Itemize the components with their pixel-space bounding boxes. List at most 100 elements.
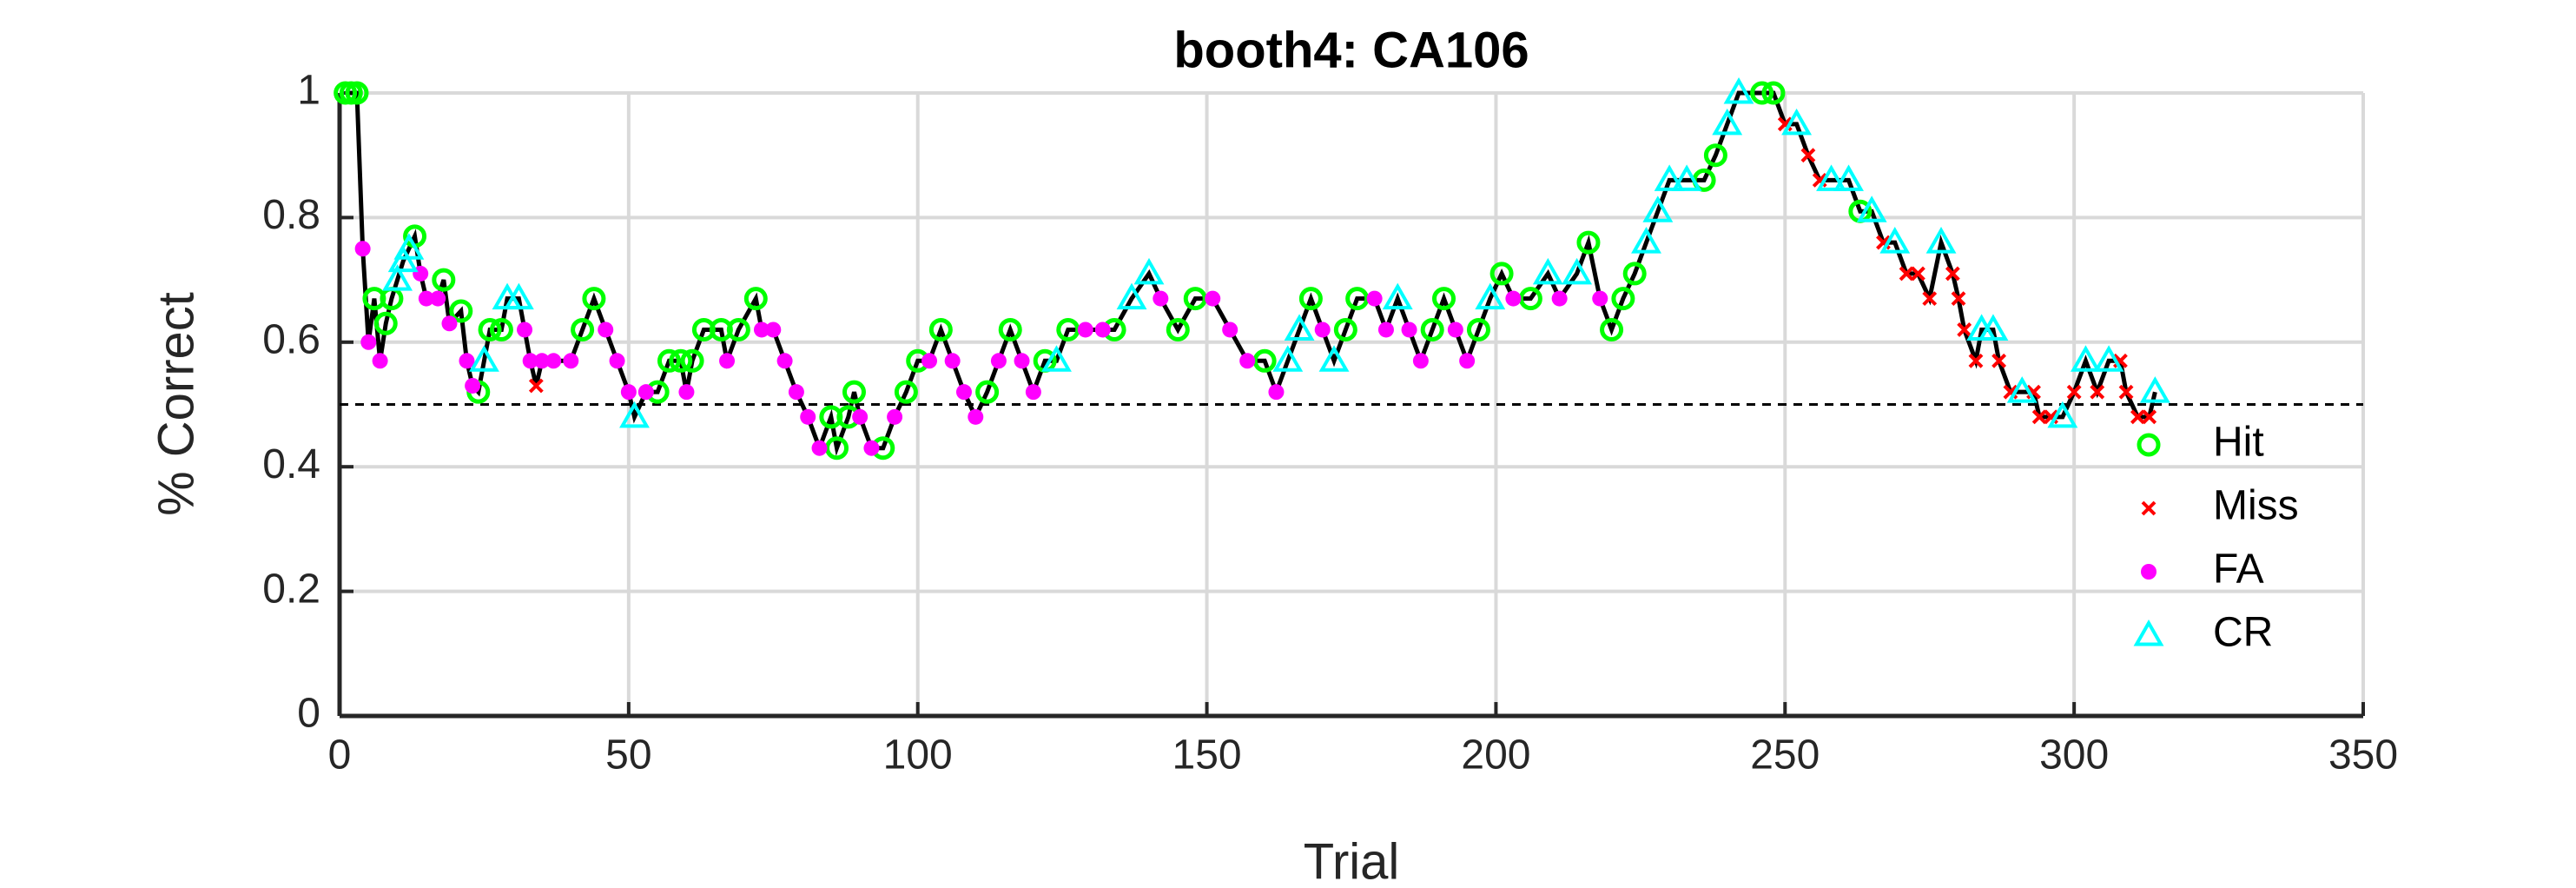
fa-marker bbox=[517, 321, 533, 338]
fa-marker bbox=[719, 353, 736, 369]
fa-marker bbox=[1377, 321, 1394, 338]
y-tick-label: 0.4 bbox=[262, 441, 320, 487]
hit-marker bbox=[1298, 287, 1323, 311]
hit-marker bbox=[345, 81, 369, 105]
fa-marker bbox=[968, 408, 984, 425]
miss-marker bbox=[2090, 384, 2105, 400]
x-tick-label: 50 bbox=[605, 732, 651, 779]
cr-marker bbox=[1272, 345, 1304, 372]
miss-marker bbox=[1991, 353, 2007, 368]
cr-marker bbox=[393, 233, 425, 260]
fa-marker bbox=[522, 353, 538, 369]
fa-marker bbox=[598, 321, 614, 338]
cr-marker bbox=[382, 264, 413, 291]
fa-marker bbox=[1153, 290, 1169, 307]
fa-marker bbox=[887, 408, 903, 425]
cr-marker bbox=[1781, 108, 1813, 136]
x-tick-label: 350 bbox=[2328, 732, 2398, 779]
cr-marker bbox=[468, 345, 499, 372]
hit-marker bbox=[657, 348, 681, 373]
fa-marker bbox=[1205, 290, 1221, 307]
miss-marker bbox=[2066, 384, 2082, 400]
cr-marker bbox=[1654, 164, 1685, 191]
hit-marker bbox=[928, 317, 953, 341]
miss-marker bbox=[2118, 384, 2134, 400]
miss-marker bbox=[1910, 266, 1925, 282]
cr-marker bbox=[2093, 345, 2124, 372]
hit-marker bbox=[1489, 262, 1514, 286]
chart-title: booth4: CA106 bbox=[1173, 22, 1529, 78]
y-tick-label: 1 bbox=[297, 68, 320, 114]
hit-marker bbox=[1576, 230, 1601, 255]
fa-marker bbox=[1505, 290, 1522, 307]
miss-marker bbox=[1951, 291, 1966, 307]
fa-marker bbox=[545, 353, 562, 369]
cr-marker bbox=[1631, 227, 1661, 254]
fa-marker bbox=[430, 290, 446, 307]
fa-marker bbox=[788, 384, 804, 401]
fa-marker bbox=[1314, 321, 1331, 338]
x-tick-label: 150 bbox=[1172, 732, 1242, 779]
fa-marker bbox=[1014, 353, 1030, 369]
hit-marker bbox=[1703, 143, 1727, 168]
cr-marker bbox=[1284, 314, 1315, 341]
cr-marker bbox=[2006, 376, 2038, 403]
miss-marker bbox=[2130, 409, 2145, 425]
hit-marker bbox=[373, 311, 398, 335]
fa-marker bbox=[811, 440, 828, 456]
fa-marker bbox=[776, 353, 793, 369]
fa-marker bbox=[354, 241, 371, 257]
hit-marker bbox=[489, 317, 513, 341]
hit-marker bbox=[571, 317, 595, 341]
cr-marker bbox=[1879, 227, 1911, 254]
x-tick-label: 100 bbox=[883, 732, 953, 779]
fa-marker bbox=[2141, 564, 2157, 580]
cr-marker bbox=[1562, 257, 1593, 285]
fa-marker bbox=[372, 353, 388, 369]
x-tick-label: 200 bbox=[1461, 732, 1530, 779]
hit-marker bbox=[1600, 317, 1624, 341]
fa-marker bbox=[418, 290, 434, 307]
hit-marker bbox=[680, 348, 704, 373]
legend-label: FA bbox=[2213, 547, 2264, 593]
series-0 bbox=[334, 81, 1873, 461]
hit-marker bbox=[1432, 287, 1456, 311]
hit-marker bbox=[669, 348, 693, 373]
cr-marker bbox=[1833, 164, 1864, 191]
fa-marker bbox=[465, 377, 481, 394]
fa-marker bbox=[852, 408, 869, 425]
fa-marker bbox=[1366, 290, 1383, 307]
cr-marker bbox=[1041, 345, 1072, 372]
fa-marker bbox=[1077, 321, 1093, 338]
fa-marker bbox=[620, 384, 637, 401]
fa-marker bbox=[1094, 321, 1111, 338]
fa-marker bbox=[753, 321, 769, 338]
fa-marker bbox=[800, 408, 816, 425]
fa-marker bbox=[921, 353, 938, 369]
cr-marker bbox=[1671, 164, 1702, 191]
cr-marker bbox=[2139, 376, 2170, 403]
cr-marker bbox=[1642, 195, 1674, 222]
hit-marker bbox=[582, 287, 606, 311]
fa-marker bbox=[955, 384, 972, 401]
cr-marker bbox=[1816, 164, 1846, 191]
miss-marker bbox=[2031, 409, 2047, 425]
miss-marker bbox=[1922, 291, 1938, 307]
miss-marker bbox=[1800, 148, 1816, 163]
fa-marker bbox=[1239, 353, 1256, 369]
cr-marker bbox=[1856, 195, 1887, 222]
fa-marker bbox=[1401, 321, 1417, 338]
miss-marker bbox=[1957, 322, 1972, 337]
hit-marker bbox=[726, 317, 750, 341]
hit-marker bbox=[842, 380, 866, 404]
cr-marker bbox=[1712, 108, 1743, 136]
cr-marker bbox=[503, 282, 534, 310]
fa-marker bbox=[678, 384, 695, 401]
fa-marker bbox=[360, 334, 377, 350]
fa-marker bbox=[563, 353, 579, 369]
cr-marker bbox=[2071, 345, 2101, 372]
fa-marker bbox=[1025, 384, 1041, 401]
